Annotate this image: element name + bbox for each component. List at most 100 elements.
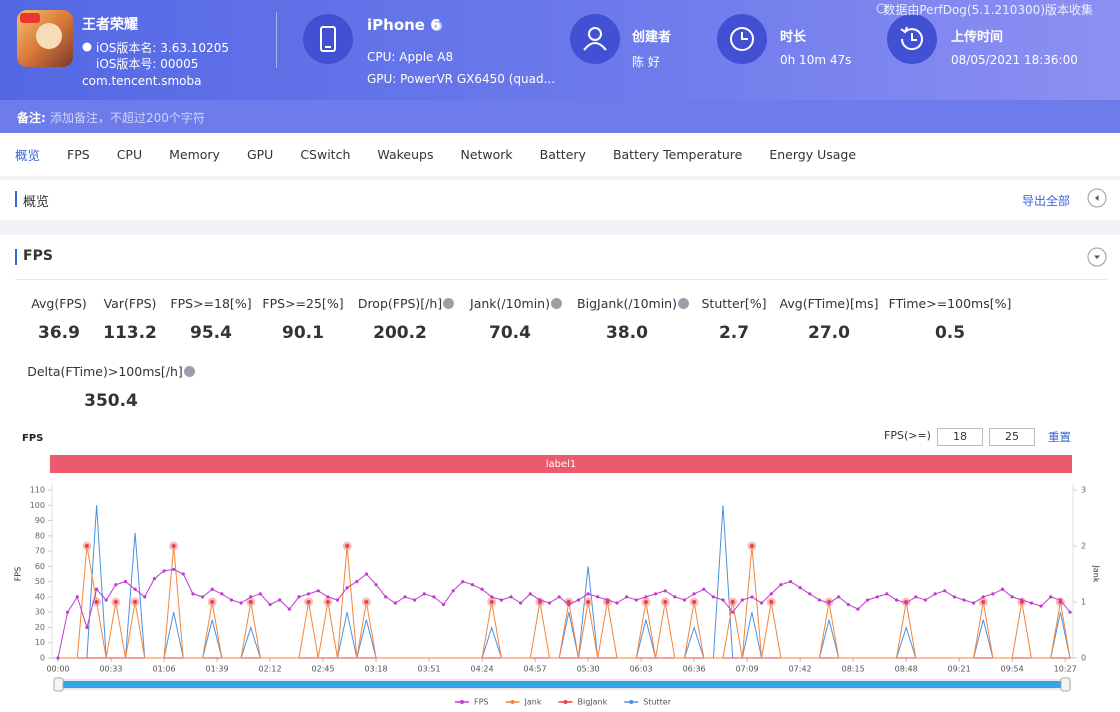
collapse-button[interactable] bbox=[1087, 247, 1107, 267]
data-point bbox=[885, 592, 889, 596]
info-circle bbox=[432, 21, 442, 31]
data-point bbox=[519, 601, 523, 605]
overview-card: 概览 导出全部 bbox=[0, 180, 1120, 220]
tab[interactable]: Network bbox=[460, 147, 513, 162]
data-point bbox=[1000, 587, 1005, 591]
data-point bbox=[325, 600, 330, 604]
data-point bbox=[625, 595, 629, 599]
y-tick-label: 60 bbox=[35, 562, 45, 571]
data-point bbox=[258, 592, 262, 596]
y2-axis-label: Jank bbox=[1092, 565, 1101, 583]
tab-bar: 概览 FPS CPU Memory GPU CSwitch Wakeups Network Ba… bbox=[0, 133, 1120, 176]
y-tick-label: 30 bbox=[35, 608, 45, 617]
metric-label: FTime>=100ms[%] bbox=[888, 296, 1012, 311]
data-point bbox=[172, 567, 176, 572]
y-tick-label: 50 bbox=[35, 577, 45, 586]
metric-value: 70.4 bbox=[489, 323, 531, 343]
data-point bbox=[576, 598, 581, 602]
help-icon bbox=[443, 298, 455, 309]
x-tick-label: 09:21 bbox=[948, 665, 971, 674]
data-point bbox=[1020, 598, 1024, 602]
notes-input[interactable]: 添加备注，不超过200个字符 bbox=[50, 111, 205, 125]
metric-value: 95.4 bbox=[190, 323, 232, 343]
data-point bbox=[875, 595, 879, 599]
data-point bbox=[943, 589, 947, 593]
slider-handle[interactable] bbox=[53, 677, 64, 692]
data-point bbox=[278, 598, 282, 602]
metric-label: Stutter[%] bbox=[701, 296, 767, 311]
legend-label: Stutter bbox=[643, 698, 671, 707]
reset-button[interactable]: 重置 bbox=[1048, 430, 1071, 444]
data-point bbox=[663, 589, 667, 593]
data-point bbox=[837, 595, 841, 599]
data-point bbox=[200, 595, 205, 599]
metric-value: 200.2 bbox=[373, 323, 427, 343]
tab[interactable]: Battery bbox=[539, 147, 586, 162]
x-tick-label: 07:42 bbox=[789, 665, 812, 674]
data-point bbox=[566, 600, 571, 604]
collapse-button[interactable] bbox=[1087, 188, 1107, 208]
data-point bbox=[384, 595, 388, 599]
data-point bbox=[451, 589, 455, 593]
duration-label: 时长 bbox=[780, 30, 807, 45]
tab[interactable]: Wakeups bbox=[377, 147, 434, 162]
data-point bbox=[769, 592, 773, 596]
x-tick-label: 10:27 bbox=[1054, 665, 1077, 674]
divider bbox=[276, 12, 277, 68]
data-point bbox=[702, 587, 706, 591]
notes-bar: 备注: 添加备注，不超过200个字符 bbox=[0, 100, 1120, 133]
data-point bbox=[403, 595, 407, 599]
data-point bbox=[808, 592, 812, 596]
x-tick-label: 05:30 bbox=[577, 665, 600, 674]
series-line bbox=[58, 545, 1071, 659]
legend-marker bbox=[629, 700, 634, 704]
data-point bbox=[779, 583, 783, 587]
data-point bbox=[749, 544, 754, 548]
data-point bbox=[374, 583, 378, 587]
tab[interactable]: FPS bbox=[67, 147, 90, 162]
creator-icon bbox=[570, 14, 620, 64]
metric-label: Avg(FPS) bbox=[31, 296, 87, 311]
tab[interactable]: 概览 bbox=[15, 148, 41, 163]
data-point bbox=[287, 607, 291, 611]
tab[interactable]: Battery Temperature bbox=[612, 147, 743, 162]
threshold-input[interactable]: 18 bbox=[937, 428, 983, 446]
slider-range[interactable] bbox=[60, 681, 1065, 688]
tab[interactable]: CSwitch bbox=[300, 147, 351, 162]
data-point bbox=[972, 601, 976, 605]
data-point bbox=[345, 544, 350, 548]
data-point bbox=[750, 595, 754, 599]
tab[interactable]: GPU bbox=[246, 147, 274, 162]
data-point bbox=[962, 598, 966, 602]
help-icon bbox=[550, 298, 562, 309]
data-point bbox=[171, 544, 176, 548]
tab[interactable]: CPU bbox=[116, 147, 143, 162]
tab[interactable]: Memory bbox=[169, 147, 220, 162]
data-point bbox=[249, 595, 253, 599]
data-point bbox=[866, 598, 870, 602]
data-point bbox=[94, 587, 99, 591]
data-point bbox=[461, 580, 465, 584]
series-line bbox=[57, 568, 1071, 659]
label-band bbox=[50, 455, 1072, 473]
x-tick-label: 02:45 bbox=[312, 665, 335, 674]
data-point bbox=[56, 656, 60, 660]
tab[interactable]: Energy Usage bbox=[769, 147, 857, 162]
export-all[interactable]: 导出全部 bbox=[1022, 194, 1071, 208]
threshold-input[interactable]: 25 bbox=[989, 428, 1035, 446]
x-tick-label: 03:51 bbox=[418, 665, 441, 674]
creator-label: 创建者 bbox=[632, 30, 672, 45]
body bbox=[583, 42, 607, 51]
y-tick-label: 20 bbox=[35, 623, 45, 632]
data-point bbox=[596, 595, 600, 599]
apple-icon bbox=[82, 42, 92, 52]
x-tick-label: 04:57 bbox=[524, 665, 547, 674]
hands bbox=[741, 32, 748, 40]
x-tick-label: 02:12 bbox=[259, 665, 282, 674]
y-tick-label: 90 bbox=[35, 516, 45, 525]
metric-label: FPS>=25[%] bbox=[262, 296, 344, 311]
slider-handle[interactable] bbox=[1060, 677, 1071, 692]
data-point bbox=[682, 598, 687, 602]
notes-label: 备注: bbox=[17, 111, 46, 125]
fps-chart: FPS label1 0 10 20 30 40 50 60 70 80 90 100 110 0 1 2 3 0… bbox=[14, 433, 1101, 707]
